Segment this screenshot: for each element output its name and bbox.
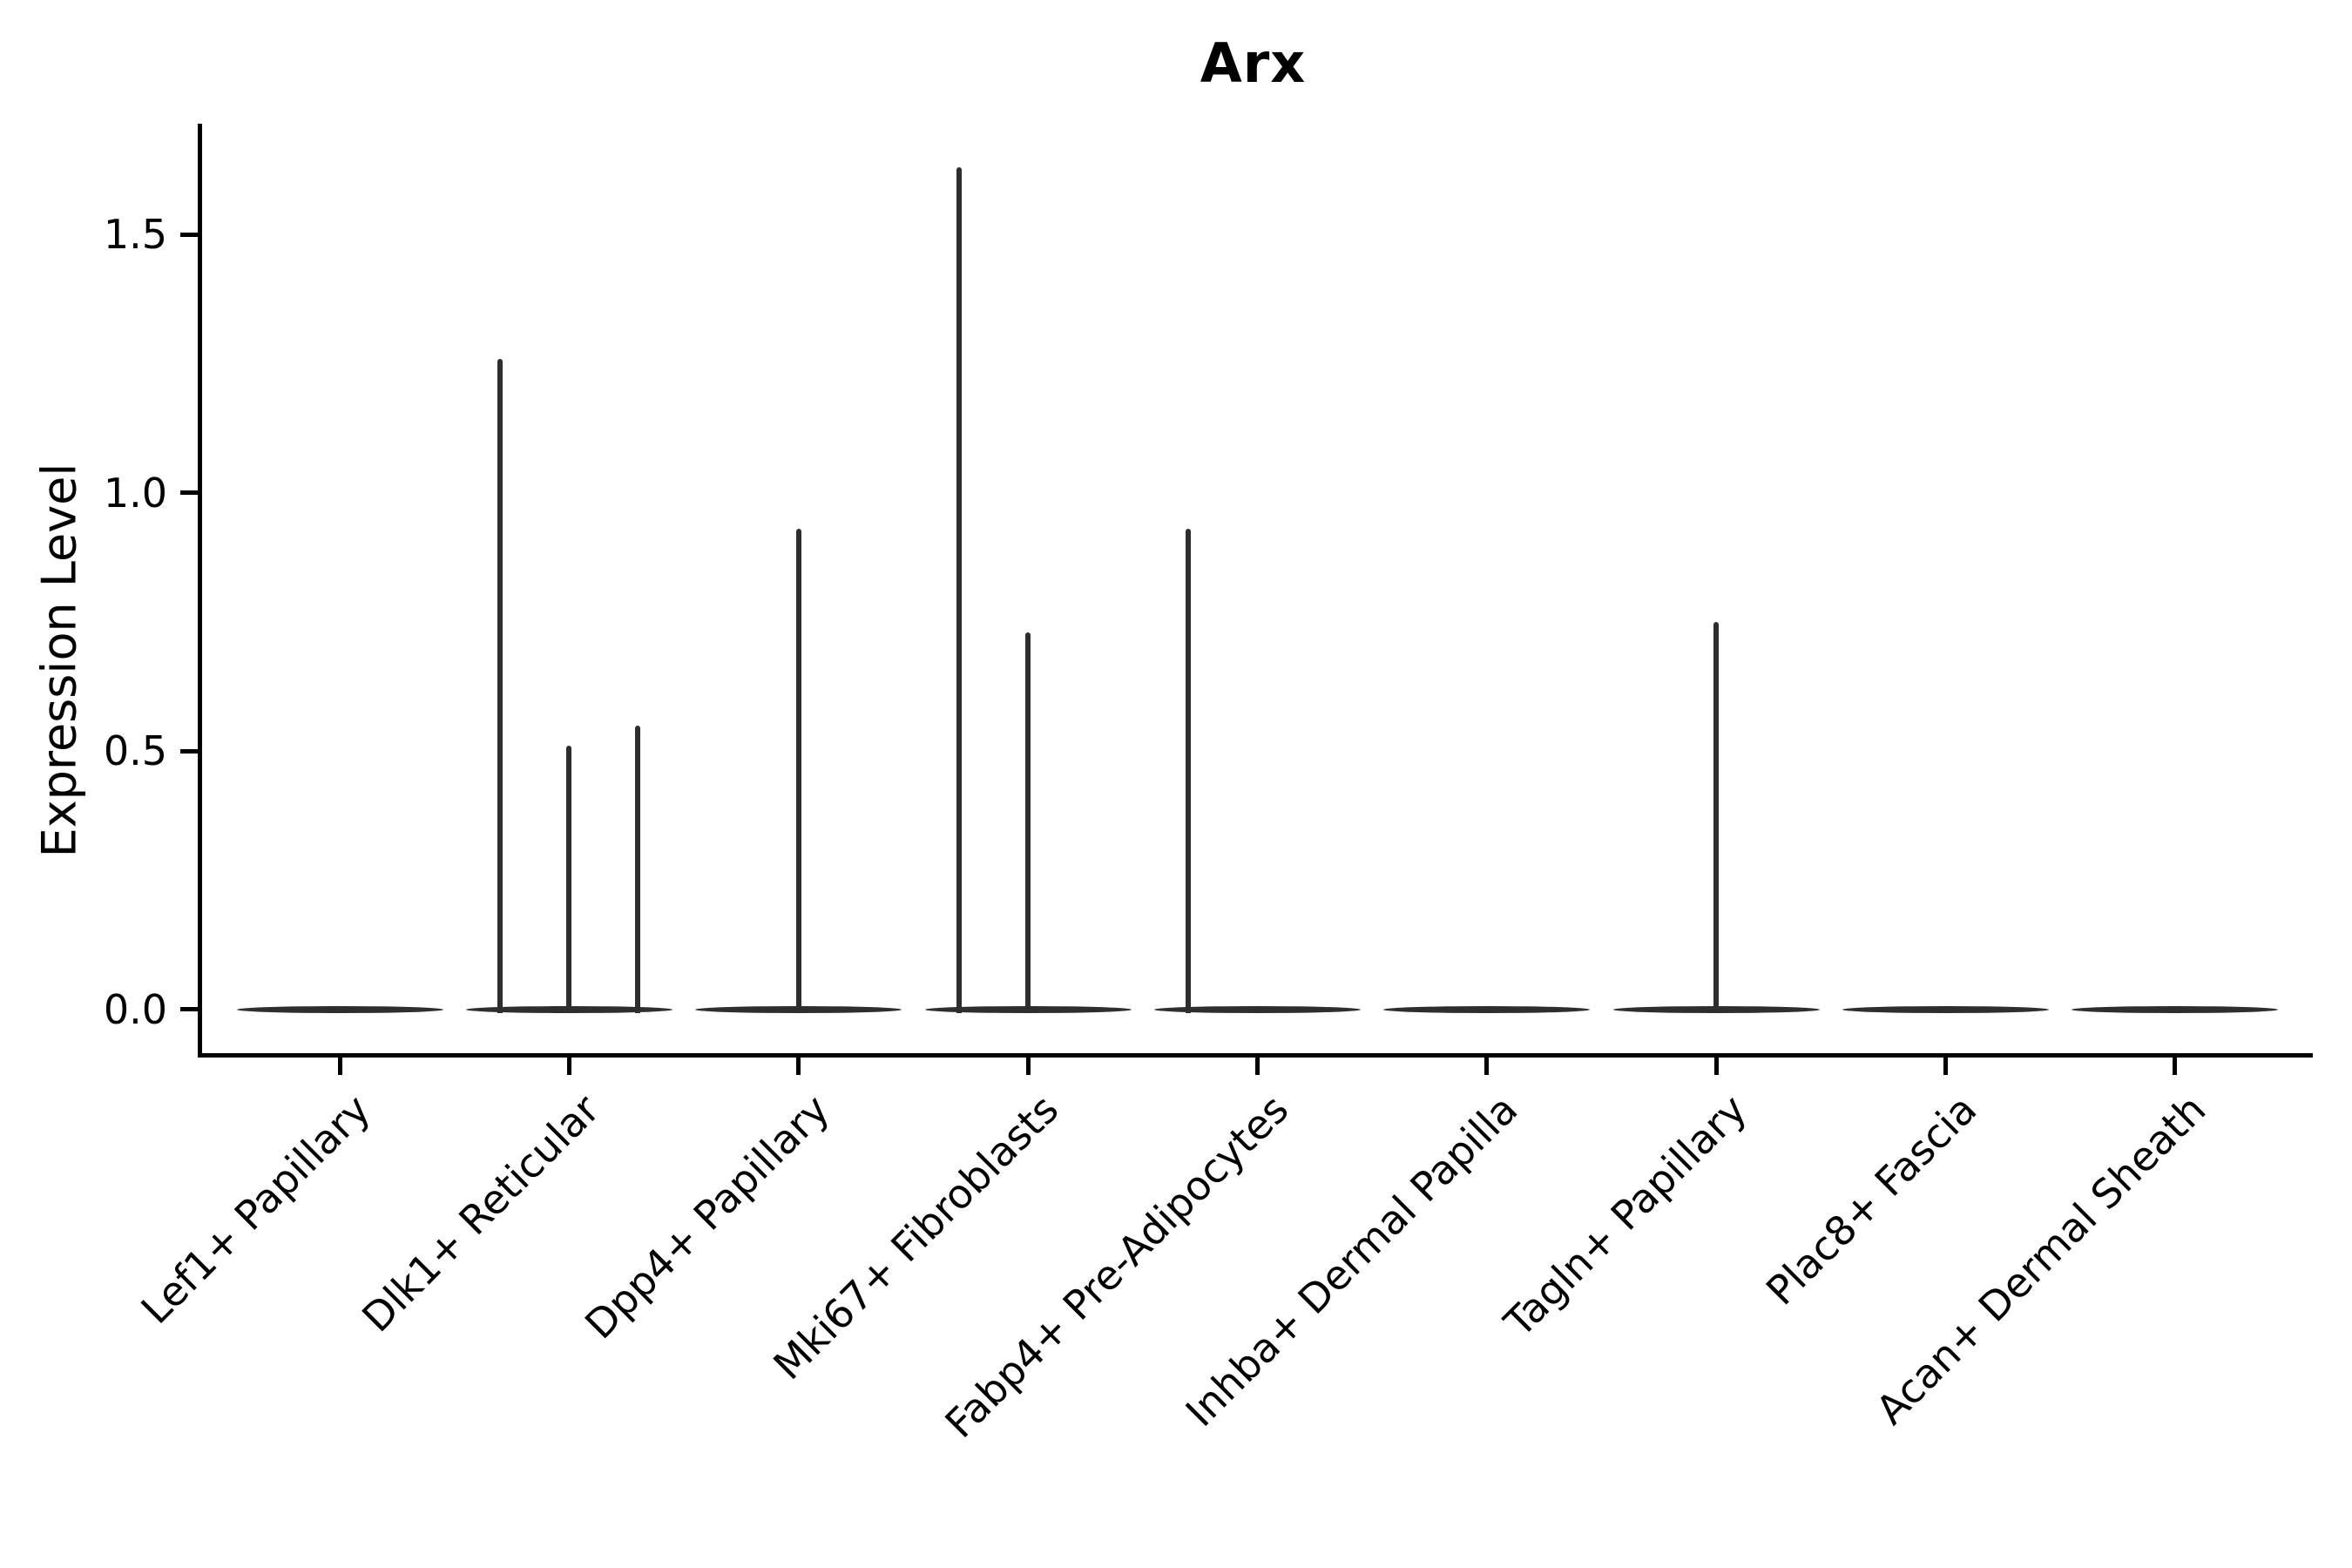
violin-baseline — [2072, 1005, 2279, 1013]
y-tick-mark — [180, 1007, 198, 1012]
violin-spike — [795, 529, 801, 1013]
violin-spike — [1025, 632, 1031, 1013]
violin-spike — [1186, 529, 1192, 1013]
x-tick-label: Lef1+ Papillary — [132, 1085, 380, 1334]
y-tick-mark — [180, 490, 198, 496]
violin-baseline — [1842, 1005, 2050, 1013]
x-tick-label: Tagln+ Papillary — [1495, 1085, 1756, 1347]
violin-baseline — [1383, 1005, 1591, 1013]
x-tick-mark — [1255, 1058, 1260, 1075]
y-tick-mark — [180, 748, 198, 754]
x-tick-mark — [566, 1058, 571, 1075]
x-tick-mark — [2173, 1058, 2178, 1075]
violin-spike — [1713, 622, 1720, 1013]
chart-title: Arx — [1200, 31, 1307, 95]
y-tick-label: 0.5 — [103, 727, 167, 775]
violin-spike — [497, 358, 504, 1013]
x-tick-mark — [1484, 1058, 1490, 1075]
x-tick-label: Plac8+ Fascia — [1756, 1085, 1985, 1315]
y-axis-label: Expression Level — [31, 463, 87, 858]
x-tick-label: Dlk1+ Reticular — [353, 1085, 609, 1342]
y-tick-label: 1.5 — [103, 211, 167, 259]
x-tick-mark — [1713, 1058, 1719, 1075]
x-tick-mark — [796, 1058, 801, 1075]
violin-baseline — [236, 1005, 443, 1013]
plot-area: 0.0 0.5 1.0 1.5 Lef1+ Papillary Dlk1+ Reticu… — [104, 124, 2313, 1447]
y-tick-mark — [180, 232, 198, 237]
y-tick-label: 1.0 — [103, 469, 167, 517]
violin-spike — [566, 746, 572, 1013]
x-tick-mark — [1943, 1058, 1949, 1075]
violin-spike — [635, 725, 641, 1013]
x-tick-mark — [1025, 1058, 1031, 1075]
x-tick-mark — [337, 1058, 342, 1075]
x-tick-label: Dpp4+ Papillary — [575, 1085, 839, 1348]
y-tick-label: 0.0 — [103, 985, 167, 1033]
violin-spike — [956, 167, 963, 1013]
violin-baseline — [1153, 1005, 1361, 1013]
